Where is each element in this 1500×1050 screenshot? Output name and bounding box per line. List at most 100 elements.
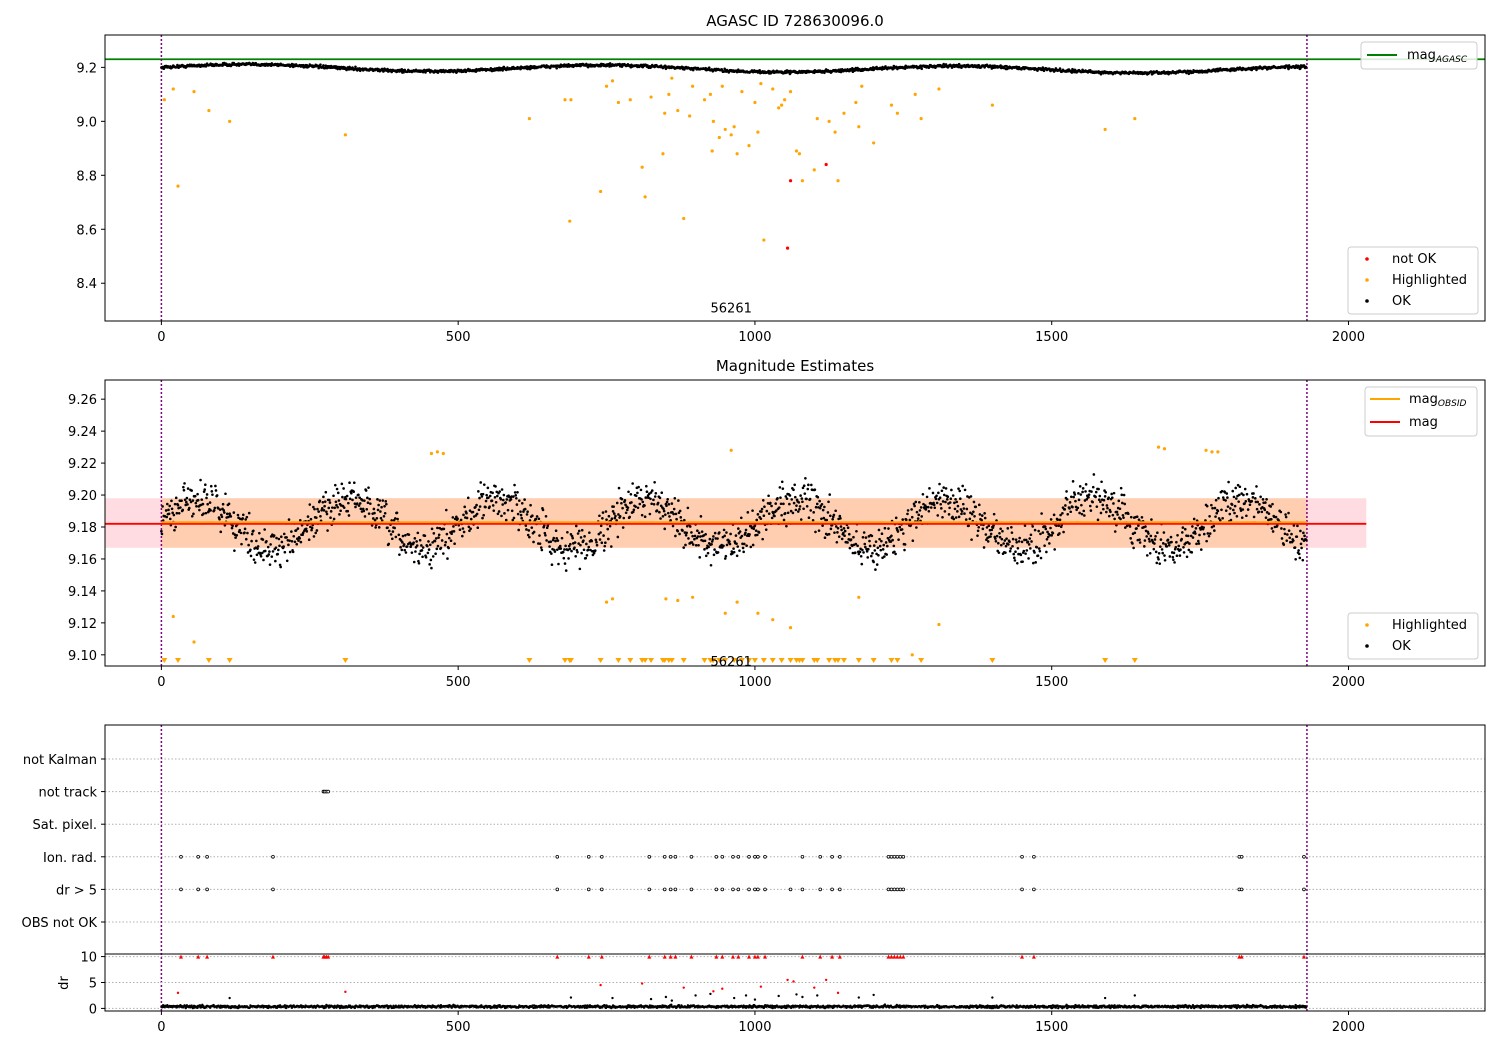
ok-point [597,532,601,536]
ok-point [855,529,858,533]
ok-point [367,486,370,489]
ok-point [1097,498,1101,501]
ok-point [878,537,881,541]
ok-point [779,502,783,506]
ok-point [931,491,935,495]
ok-point [318,499,322,503]
ok-point [858,550,862,554]
ok-point [1153,538,1157,541]
ok-point [298,537,301,540]
ok-point [352,481,356,485]
ok-point [1073,493,1077,496]
ok-point [167,512,171,516]
ok-point [245,515,249,519]
ok-point [1119,486,1123,490]
legend-label-ok: OK [1392,294,1411,309]
ok-point [650,489,654,492]
ok-point [1256,500,1259,504]
ok-point [544,514,548,518]
ok-point [605,518,608,521]
ok-point [532,530,536,534]
ok-point [602,534,605,537]
panel1-line-legend[interactable]: magAGASC [1360,41,1478,70]
highlighted-point [1204,448,1208,452]
ok-point [610,517,614,521]
panel2-line-legend[interactable]: magOBSID mag [1364,386,1478,437]
ok-point [615,519,618,522]
flag-marker [668,887,673,892]
ok-point [846,541,849,544]
highlighted-point [682,216,686,221]
ok-point [1088,504,1092,508]
ok-point [1180,537,1183,541]
ok-point [374,526,377,529]
highlighted-point [429,451,434,456]
ok-point [1174,545,1178,549]
ok-point [969,495,973,498]
ok-point [842,531,845,535]
flag-marker [901,854,906,859]
ok-point [1163,554,1166,557]
ok-point [1013,556,1016,560]
ok-point [1149,534,1153,538]
flag-marker [555,887,560,892]
ok-point [662,509,666,513]
ok-point [1159,538,1163,541]
ok-point [1215,511,1219,515]
ok-point [516,491,519,494]
ok-point [992,524,995,527]
ok-point [379,516,383,520]
ok-point [570,549,573,553]
ok-point [1293,546,1297,549]
y-tick-label: 8.8 [76,169,97,184]
ok-point [1166,538,1170,542]
ok-point [383,511,387,515]
ok-point [221,502,225,506]
ok-point [1059,513,1062,517]
ok-point [188,498,192,501]
ok-point [272,534,276,537]
ok-point [532,540,535,544]
panel1-marker-legend[interactable]: not OK Highlighted OK [1347,246,1479,315]
ok-point [849,538,853,541]
ok-point [648,512,652,516]
ok-point [243,531,246,534]
ok-point [166,502,169,506]
ok-point [805,504,809,508]
ok-point [595,540,598,544]
ok-point [443,543,447,547]
ok-point [417,561,421,565]
ok-point [497,510,501,513]
ok-point [161,519,165,522]
ok-point [233,549,236,552]
ok-point [665,500,669,504]
ok-point [314,531,318,535]
ok-point [317,510,320,513]
ok-point [1143,545,1146,548]
ok-point [804,476,807,480]
legend-marker-not-ok [1365,257,1369,261]
ok-point [249,554,253,558]
panel2-marker-legend[interactable]: Highlighted OK [1347,612,1479,660]
ok-point [195,504,198,508]
ok-point [344,497,348,501]
legend-mag-obsid-label: mag [1409,392,1438,407]
ok-point [694,543,698,547]
x-tick-label: 0 [157,330,165,345]
ok-point [310,528,313,532]
ok-point [667,502,671,506]
ok-point [773,514,776,518]
ok-point [1015,541,1018,544]
ok-point [949,497,953,500]
ok-point [889,540,893,543]
ok-point [486,486,490,490]
ok-point [685,524,689,528]
ok-point [451,516,455,519]
ok-point [882,543,886,547]
ok-point [339,509,342,513]
ok-point [718,531,721,534]
ok-point [437,536,440,539]
ok-point [427,540,430,543]
ok-point [1270,517,1273,521]
ok-point [227,502,231,506]
